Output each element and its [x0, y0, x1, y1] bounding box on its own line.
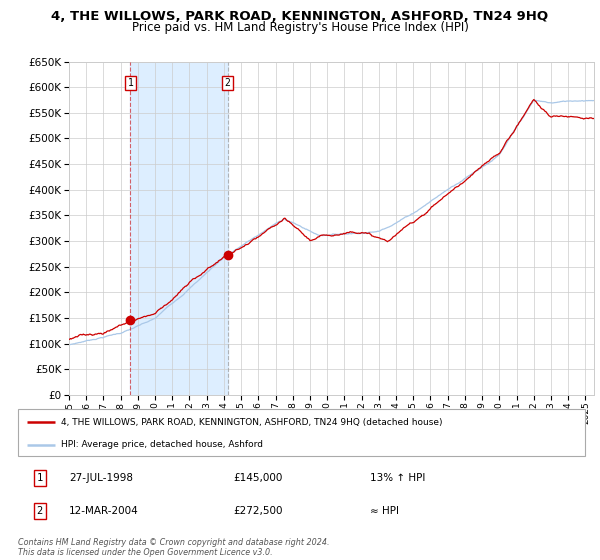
Text: 27-JUL-1998: 27-JUL-1998 [69, 473, 133, 483]
Text: Price paid vs. HM Land Registry's House Price Index (HPI): Price paid vs. HM Land Registry's House … [131, 21, 469, 34]
FancyBboxPatch shape [18, 409, 585, 456]
Text: Contains HM Land Registry data © Crown copyright and database right 2024.
This d: Contains HM Land Registry data © Crown c… [18, 538, 329, 557]
Text: ≈ HPI: ≈ HPI [370, 506, 398, 516]
Text: 4, THE WILLOWS, PARK ROAD, KENNINGTON, ASHFORD, TN24 9HQ (detached house): 4, THE WILLOWS, PARK ROAD, KENNINGTON, A… [61, 418, 442, 427]
Text: 13% ↑ HPI: 13% ↑ HPI [370, 473, 425, 483]
Bar [130, 62, 227, 395]
Text: £145,000: £145,000 [233, 473, 283, 483]
Text: 4, THE WILLOWS, PARK ROAD, KENNINGTON, ASHFORD, TN24 9HQ: 4, THE WILLOWS, PARK ROAD, KENNINGTON, A… [52, 10, 548, 23]
Text: 1: 1 [37, 473, 43, 483]
Text: 12-MAR-2004: 12-MAR-2004 [69, 506, 139, 516]
Text: 1: 1 [128, 78, 133, 88]
Text: £272,500: £272,500 [233, 506, 283, 516]
Text: 2: 2 [37, 506, 43, 516]
Text: HPI: Average price, detached house, Ashford: HPI: Average price, detached house, Ashf… [61, 440, 263, 449]
Text: 2: 2 [224, 78, 230, 88]
